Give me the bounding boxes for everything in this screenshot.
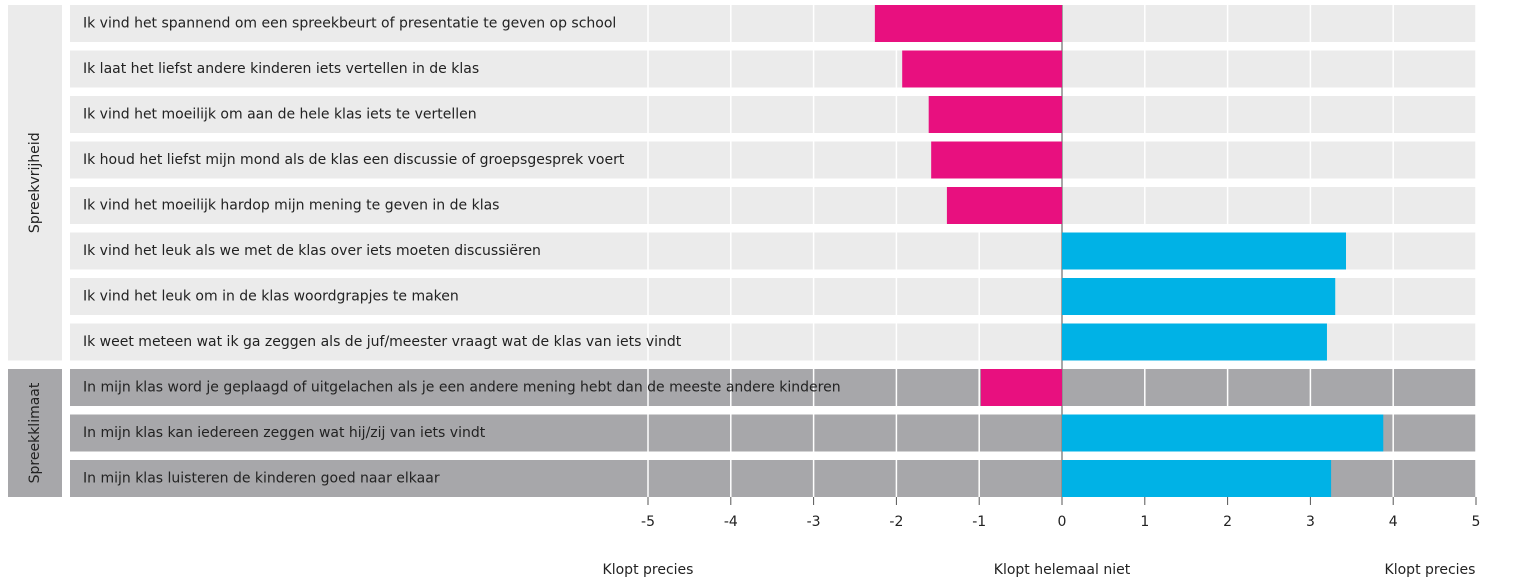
x-tick-label: -3 [807, 514, 821, 530]
category-label: In mijn klas kan iedereen zeggen wat hij… [83, 425, 486, 441]
x-tick-label: 4 [1389, 514, 1398, 530]
x-tick-label: -1 [972, 514, 986, 530]
bar [1062, 414, 1384, 452]
category-label: Ik weet meteen wat ik ga zeggen als de j… [83, 334, 682, 350]
bar [980, 369, 1062, 406]
row-background [70, 369, 1476, 406]
group-label: Spreekklimaat [27, 382, 43, 483]
x-tick-label: -5 [641, 514, 655, 530]
bar [874, 5, 1062, 42]
bar [931, 141, 1062, 179]
category-label: Ik houd het liefst mijn mond als de klas… [83, 152, 625, 168]
bar [1062, 232, 1347, 270]
category-label: Ik laat het liefst andere kinderen iets … [83, 61, 479, 77]
row-background [70, 96, 1476, 133]
row-background [70, 141, 1476, 179]
bar [1062, 323, 1327, 361]
bar [1062, 278, 1336, 315]
row-background [70, 187, 1476, 224]
category-label: Ik vind het moeilijk om aan de hele klas… [83, 107, 477, 123]
bar [1062, 460, 1332, 497]
group-panel [8, 369, 62, 497]
bar [928, 96, 1062, 133]
row-background [70, 5, 1476, 42]
axis-label: Klopt helemaal niet [994, 562, 1131, 578]
x-tick-label: 1 [1140, 514, 1149, 530]
x-tick-label: -2 [889, 514, 903, 530]
bar [902, 50, 1062, 88]
category-label: In mijn klas word je geplaagd of uitgela… [83, 380, 841, 396]
category-label: Ik vind het moeilijk hardop mijn mening … [83, 198, 499, 214]
x-tick-label: 5 [1472, 514, 1481, 530]
row-background [70, 50, 1476, 88]
x-tick-label: -4 [724, 514, 738, 530]
x-tick-label: 2 [1223, 514, 1232, 530]
category-label: Ik vind het leuk als we met de klas over… [83, 243, 541, 259]
category-label: Ik vind het leuk om in de klas woordgrap… [83, 289, 459, 305]
x-tick-label: 0 [1058, 514, 1067, 530]
group-panel [8, 5, 62, 361]
category-label: Ik vind het spannend om een spreekbeurt … [83, 16, 616, 32]
x-tick-label: 3 [1306, 514, 1315, 530]
axis-label: Klopt precies [603, 562, 694, 578]
bar [946, 187, 1062, 224]
category-label: In mijn klas luisteren de kinderen goed … [83, 471, 440, 487]
group-label: Spreekvrijheid [27, 132, 43, 233]
axis-label: Klopt precies [1385, 562, 1476, 578]
